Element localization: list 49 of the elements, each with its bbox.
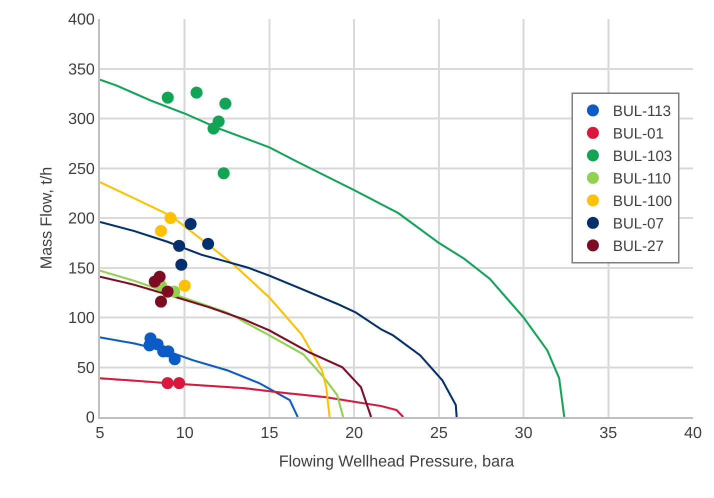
point: [164, 212, 176, 224]
y-tick-label: 300: [68, 111, 95, 128]
point: [148, 276, 161, 288]
legend-label: BUL-113: [612, 103, 672, 120]
x-tick-label: 10: [176, 425, 194, 442]
point: [190, 86, 203, 99]
y-tick-label: 400: [68, 12, 95, 29]
point: [184, 218, 197, 230]
legend-label: BUL-01: [612, 126, 664, 143]
x-axis-title: Flowing Wellhead Pressure, bara: [278, 453, 514, 470]
point: [162, 286, 174, 298]
y-tick-label: 150: [68, 260, 95, 278]
point: [162, 92, 174, 104]
x-tick-label: 30: [514, 425, 533, 442]
point: [218, 167, 230, 180]
point: [154, 224, 167, 237]
x-tick-label: 25: [430, 425, 448, 442]
point: [173, 377, 186, 390]
point: [154, 296, 167, 308]
legend-label: BUL-103: [612, 148, 672, 166]
x-tick-label: 15: [260, 425, 278, 442]
y-tick-label: 200: [68, 210, 95, 228]
x-tick-label: 5: [96, 425, 105, 442]
y-tick-label: 50: [77, 360, 95, 377]
point: [168, 353, 181, 366]
legend-label: BUL-27: [612, 238, 664, 256]
point: [178, 280, 191, 292]
x-tick-label: 20: [345, 425, 364, 442]
point: [202, 238, 214, 250]
legend-label: BUL-110: [612, 170, 672, 188]
point: [162, 377, 174, 390]
y-tick-label: 350: [68, 61, 95, 78]
point: [173, 240, 186, 252]
line-series: [100, 220, 458, 417]
y-tick-label: 100: [68, 310, 95, 328]
line-series: [100, 78, 566, 417]
legend-label: BUL-100: [612, 193, 672, 210]
y-axis-title: Mass Flow, t/h: [38, 166, 56, 270]
point: [175, 258, 188, 271]
y-tick-label: 250: [68, 160, 95, 178]
x-tick-label: 35: [599, 425, 618, 442]
point: [208, 122, 220, 134]
x-tick-label: 40: [684, 425, 702, 442]
y-tick-label: 0: [86, 410, 95, 427]
legend-label: BUL-07: [612, 216, 664, 233]
line-series: [100, 377, 404, 417]
line-series: [100, 336, 299, 417]
point: [219, 98, 232, 110]
line-series: [100, 181, 331, 417]
